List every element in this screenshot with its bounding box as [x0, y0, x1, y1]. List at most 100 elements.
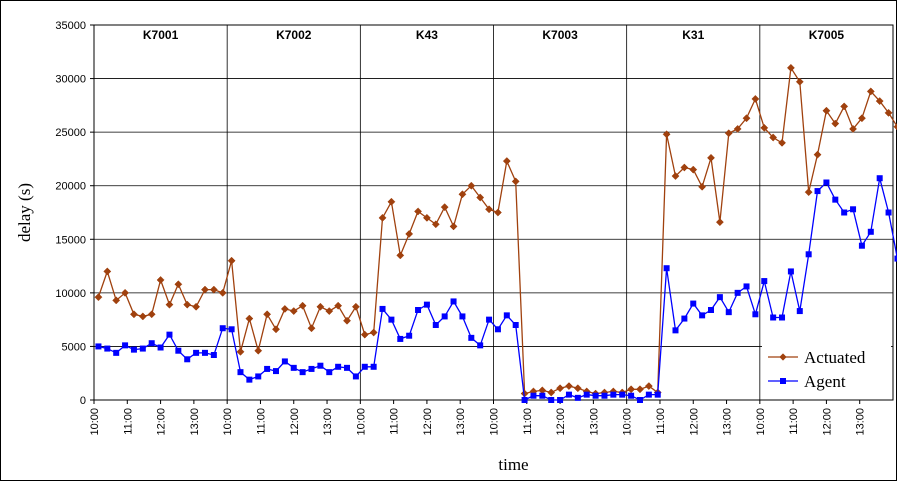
data-point-actuated	[192, 302, 201, 311]
segment-label: K43	[416, 28, 438, 42]
data-point-agent	[468, 334, 475, 341]
data-point-agent	[255, 373, 262, 380]
data-point-actuated	[662, 130, 671, 139]
data-point-actuated	[325, 307, 334, 316]
x-tick-label: 12:00	[289, 408, 301, 436]
data-point-actuated	[263, 310, 272, 319]
data-point-agent	[423, 301, 430, 308]
x-tick-label: 10:00	[355, 408, 367, 436]
y-tick-label: 20000	[55, 181, 86, 193]
data-point-actuated	[760, 123, 769, 132]
data-point-actuated	[724, 129, 733, 138]
data-point-agent	[699, 312, 706, 319]
data-point-actuated	[831, 119, 840, 128]
x-tick-label: 13:00	[588, 408, 600, 436]
data-point-agent	[246, 376, 253, 383]
data-point-agent	[335, 363, 342, 370]
data-point-agent	[734, 289, 741, 296]
legend-label-actuated: Actuated	[804, 348, 866, 367]
data-point-agent	[175, 347, 182, 354]
data-point-actuated	[742, 114, 751, 123]
data-point-agent	[619, 391, 626, 398]
x-tick-label: 12:00	[156, 408, 168, 436]
data-point-actuated	[698, 182, 707, 191]
data-point-actuated	[307, 324, 316, 333]
x-tick-label: 13:00	[722, 408, 734, 436]
data-point-agent	[663, 265, 670, 272]
data-point-actuated	[636, 385, 644, 394]
data-point-agent	[530, 392, 537, 399]
segment-label: K7003	[542, 28, 578, 42]
data-point-agent	[823, 179, 830, 186]
x-tick-label: 13:00	[455, 408, 467, 436]
data-point-agent	[752, 311, 759, 318]
data-point-actuated	[94, 293, 103, 302]
data-point-agent	[628, 392, 635, 399]
x-tick-label: 11:00	[788, 408, 800, 435]
legend-marker-actuated	[779, 353, 787, 361]
data-point-actuated	[476, 193, 485, 202]
x-tick-label: 10:00	[222, 408, 234, 436]
x-tick-label: 11:00	[122, 408, 134, 435]
data-point-agent	[157, 344, 164, 351]
x-tick-label: 11:00	[255, 408, 267, 435]
data-point-agent	[308, 365, 315, 372]
segment-label: K31	[682, 28, 704, 42]
data-point-actuated	[573, 384, 582, 393]
y-tick-label: 30000	[55, 74, 86, 86]
data-point-agent	[432, 322, 439, 328]
data-point-agent	[166, 331, 173, 338]
data-point-actuated	[387, 197, 396, 206]
data-point-actuated	[795, 77, 804, 86]
data-point-actuated	[733, 124, 742, 133]
data-point-actuated	[875, 97, 884, 106]
data-point-actuated	[813, 150, 822, 159]
data-point-agent	[885, 209, 892, 216]
data-point-agent	[201, 349, 208, 356]
data-point-agent	[521, 397, 528, 403]
data-point-agent	[503, 312, 510, 319]
data-point-agent	[690, 300, 697, 307]
data-point-agent	[832, 196, 839, 203]
data-point-agent	[787, 268, 794, 275]
x-axis-title: time	[498, 455, 528, 474]
data-point-actuated	[671, 172, 680, 181]
data-point-agent	[361, 363, 368, 370]
y-tick-label: 0	[80, 395, 86, 407]
data-point-agent	[636, 397, 643, 403]
data-point-agent	[344, 364, 351, 371]
data-point-agent	[122, 342, 129, 349]
data-point-agent	[743, 283, 750, 290]
data-point-actuated	[751, 94, 760, 103]
x-tick-label: 10:00	[89, 408, 101, 436]
data-point-agent	[761, 278, 768, 285]
data-point-actuated	[201, 285, 209, 294]
data-point-actuated	[272, 325, 280, 334]
data-point-actuated	[485, 205, 494, 214]
x-tick-label: 11:00	[655, 408, 667, 435]
data-point-actuated	[786, 63, 795, 72]
data-point-actuated	[467, 181, 476, 190]
data-point-agent	[805, 251, 812, 258]
data-point-actuated	[680, 163, 689, 172]
data-point-agent	[814, 188, 821, 195]
data-point-agent	[850, 206, 857, 213]
data-point-agent	[326, 369, 333, 376]
x-tick-label: 12:00	[422, 408, 434, 436]
legend-box	[762, 343, 891, 395]
data-point-actuated	[769, 133, 778, 142]
y-tick-label: 25000	[55, 127, 86, 139]
data-point-actuated	[866, 87, 875, 96]
x-tick-label: 13:00	[322, 408, 334, 436]
x-tick-label: 13:00	[855, 408, 867, 436]
data-point-actuated	[849, 124, 858, 133]
legend-label-agent: Agent	[804, 372, 846, 391]
data-point-actuated	[857, 114, 866, 123]
data-point-agent	[139, 345, 146, 352]
data-point-agent	[148, 340, 155, 347]
data-point-actuated	[458, 190, 467, 199]
data-point-agent	[415, 307, 422, 313]
segment-label: K7001	[143, 28, 179, 42]
data-point-actuated	[298, 301, 307, 310]
